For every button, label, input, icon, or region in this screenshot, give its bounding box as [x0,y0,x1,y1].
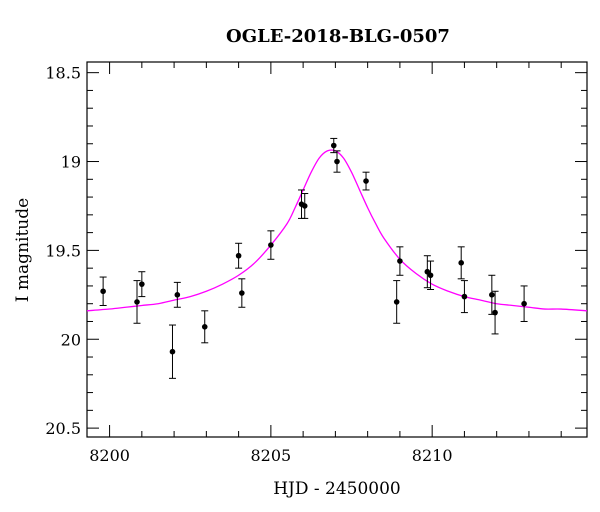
data-point [460,280,468,314]
data-point [427,260,435,290]
data-marker [330,142,337,149]
x-tick-label: 8205 [251,446,292,465]
data-marker [235,252,242,259]
data-point [267,230,275,260]
x-tick-label: 8210 [412,446,453,465]
y-tick-label: 19.5 [45,241,81,260]
data-point [330,137,338,154]
data-point [457,246,465,280]
data-point [362,171,370,191]
model-curve-line [86,149,588,312]
chart-title: OGLE-2018-BLG-0507 [226,26,450,47]
data-marker [169,348,176,355]
data-marker [201,324,208,330]
axis-ticks [87,62,587,437]
data-point [491,290,499,335]
data-marker [139,281,145,287]
data-marker [424,268,431,275]
data-marker [427,272,434,279]
model-curve [86,149,588,312]
data-point [235,242,243,269]
data-point [333,150,341,173]
data-point [396,246,404,276]
data-marker [134,299,140,305]
data-marker [301,203,308,209]
y-tick-label: 19 [61,153,81,172]
data-point [173,281,181,308]
data-marker [239,290,245,296]
y-tick-label: 20 [61,330,81,349]
data-points [99,137,528,379]
data-marker [489,292,495,298]
data-point [301,193,309,219]
data-marker [334,158,340,165]
data-marker [393,299,400,305]
data-point [138,271,146,298]
data-point [238,278,246,308]
data-point [488,274,496,315]
x-axis-label: HJD - 2450000 [273,479,401,499]
data-marker [268,242,274,248]
data-marker [397,258,403,264]
y-tick-label: 20.5 [45,419,81,438]
data-point [133,280,141,324]
data-marker [458,260,464,266]
y-axis-label: I magnitude [13,198,33,302]
data-marker [521,300,527,307]
data-marker [461,293,468,300]
data-point [201,310,209,344]
x-tick-label: 8200 [89,446,130,465]
data-point [520,285,528,322]
data-point [168,324,176,379]
data-point [393,280,401,324]
data-marker [363,178,369,184]
data-marker [174,292,181,298]
axis-tick-labels: 8200 8205 8210 18.5 19 19.5 20 20.5 [45,64,452,465]
data-marker [492,309,498,316]
y-tick-label: 18.5 [45,64,81,83]
plot-frame [86,61,588,438]
data-point [99,276,107,306]
data-marker [100,288,106,295]
